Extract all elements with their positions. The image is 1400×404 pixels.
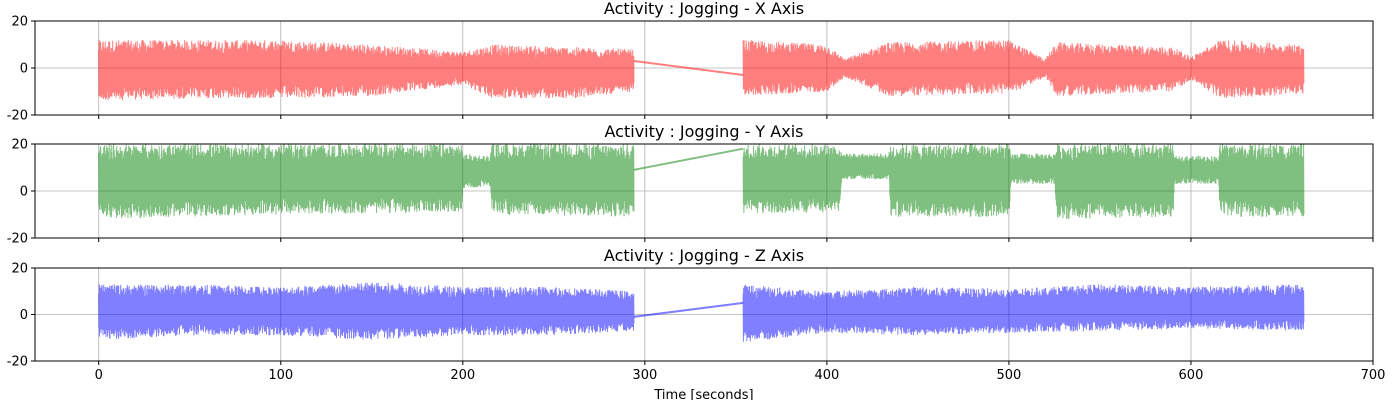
signal-segment-1 <box>98 282 635 340</box>
y-tick-label: 20 <box>11 262 28 277</box>
y-tick-label: -20 <box>7 355 28 370</box>
gap-connector-line <box>633 59 744 77</box>
signal-segment-2 <box>742 40 1305 99</box>
x-axis-label: Time [seconds] <box>653 388 753 400</box>
x-tick-label: 200 <box>450 368 475 383</box>
y-tick-label: 0 <box>20 185 28 200</box>
subplot-title: Activity : Jogging - Y Axis <box>605 122 804 141</box>
x-tick-label: 400 <box>814 368 839 383</box>
y-tick-label: -20 <box>7 109 28 124</box>
x-tick-label: 300 <box>632 368 657 383</box>
subplot-1: -20 0 20 Activity : Jogging - X Axis <box>7 0 1374 124</box>
x-tick-label: 700 <box>1361 368 1386 383</box>
signal-segment-1 <box>98 39 635 101</box>
x-tick-label: 0 <box>95 368 103 383</box>
x-tick-label: 600 <box>1179 368 1204 383</box>
signal-segment-2 <box>742 144 1305 219</box>
y-tick-label: -20 <box>7 232 28 247</box>
y-tick-label: 0 <box>20 308 28 323</box>
series-3 <box>98 282 1305 342</box>
y-tick-label: 20 <box>11 138 28 153</box>
gap-connector-line <box>633 301 744 318</box>
x-tick-label: 100 <box>268 368 293 383</box>
y-tick-label: 0 <box>20 62 28 77</box>
signal-segment-2 <box>742 284 1305 342</box>
y-tick-label: 20 <box>11 15 28 30</box>
subplot-3: -20 0 20 Activity : Jogging - Z Axis 0 100 200… <box>7 246 1386 403</box>
signal-segment-1 <box>98 144 635 219</box>
gap-connector-line <box>633 147 744 171</box>
subplot-title: Activity : Jogging - X Axis <box>604 0 804 18</box>
subplot-title: Activity : Jogging - Z Axis <box>604 246 804 265</box>
series-1 <box>98 39 1305 101</box>
subplot-2: -20 0 20 Activity : Jogging - Y Axis <box>7 122 1374 247</box>
series-2 <box>98 144 1305 219</box>
x-tick-label: 500 <box>997 368 1022 383</box>
